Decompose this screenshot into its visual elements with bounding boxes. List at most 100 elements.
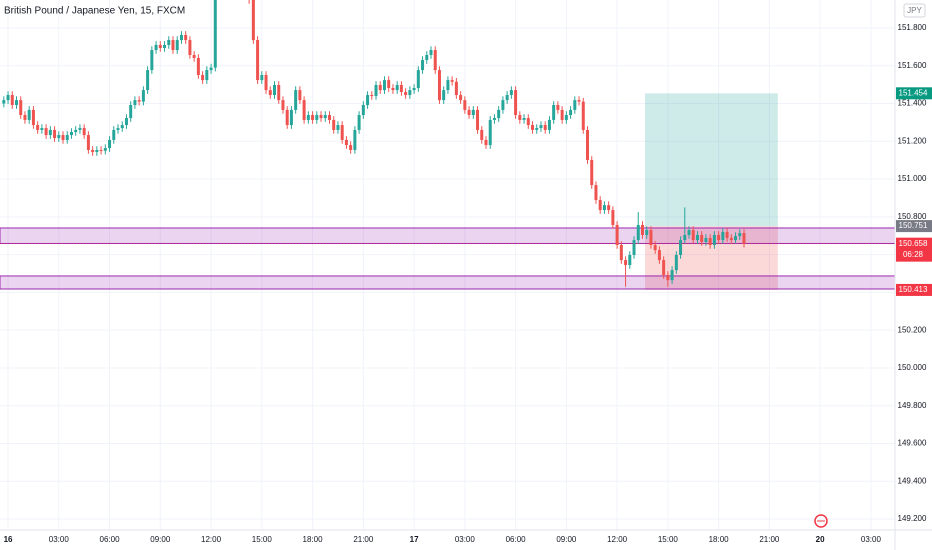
- candle-body: [459, 95, 463, 101]
- x-tick-label: 21:00: [353, 535, 374, 544]
- y-tick-label: 151.200: [898, 136, 927, 145]
- candle-body: [175, 40, 179, 51]
- candle-body: [531, 125, 535, 130]
- candle-body: [387, 80, 391, 89]
- candle-body: [573, 100, 577, 110]
- candle-body: [636, 224, 640, 241]
- candle-body: [594, 185, 598, 201]
- candle-body: [721, 231, 725, 241]
- candle-body: [674, 254, 678, 271]
- candle-body: [95, 149, 99, 153]
- x-tick-label: 15:00: [252, 535, 273, 544]
- candle-body: [395, 84, 399, 91]
- currency-box[interactable]: [903, 3, 926, 18]
- y-tick-label: 150.800: [898, 212, 927, 221]
- candle-body: [480, 129, 484, 140]
- x-tick-label: 06:00: [506, 535, 527, 544]
- x-tick-label: 03:00: [455, 535, 476, 544]
- y-tick-label: 149.200: [898, 514, 927, 523]
- y-tick-label: 151.600: [898, 61, 927, 70]
- candle-body: [463, 100, 467, 110]
- candle-body: [327, 115, 331, 120]
- candle-body: [141, 90, 145, 102]
- price-tag-label: 151.454: [899, 88, 928, 97]
- candle-body: [518, 115, 522, 120]
- candle-body: [213, 0, 217, 68]
- y-tick-label: 149.800: [898, 401, 927, 410]
- price-tag-label: 150.658: [899, 239, 928, 248]
- x-tick-label: 09:00: [556, 535, 577, 544]
- candle-body: [340, 125, 344, 140]
- candle-body: [450, 80, 454, 82]
- candle-body: [471, 109, 475, 116]
- candle-body: [408, 90, 412, 96]
- candle-body: [433, 50, 437, 71]
- candle-body: [729, 237, 733, 241]
- candle-body: [708, 237, 712, 245]
- candle-body: [82, 128, 86, 136]
- candle-body: [505, 95, 509, 101]
- candle-body: [370, 95, 374, 97]
- candle-body: [306, 115, 310, 120]
- y-tick-label: 151.400: [898, 99, 927, 108]
- candle-body: [488, 119, 492, 146]
- candle-body: [112, 129, 116, 140]
- candle-body: [201, 74, 205, 81]
- candle-body: [103, 148, 107, 151]
- candle-body: [163, 44, 167, 48]
- y-tick-label: 151.800: [898, 23, 927, 32]
- candle-body: [40, 128, 44, 130]
- candle-body: [640, 224, 644, 235]
- y-tick-label: 150.000: [898, 363, 927, 372]
- candle-body: [99, 149, 103, 151]
- candle-body: [277, 84, 281, 101]
- candle-body: [171, 40, 175, 51]
- candle-body: [14, 100, 18, 106]
- candle-body: [353, 129, 357, 150]
- candle-body: [539, 125, 543, 129]
- candle-body: [78, 128, 82, 130]
- candle-body: [315, 115, 319, 120]
- candle-body: [192, 54, 196, 58]
- candle-body: [378, 84, 382, 91]
- candle-body: [725, 231, 729, 238]
- candle-body: [19, 100, 23, 116]
- candle-body: [552, 105, 556, 120]
- candle-body: [27, 109, 31, 120]
- price-tag-label: 150.751: [899, 221, 928, 230]
- price-tag: [896, 283, 932, 296]
- candle-body: [619, 244, 623, 261]
- x-tick-label: 15:00: [658, 535, 679, 544]
- candle-body: [209, 67, 213, 71]
- x-tick-label: 18:00: [709, 535, 730, 544]
- candle-body: [514, 90, 518, 116]
- candle-body: [6, 95, 10, 101]
- candle-body: [361, 105, 365, 116]
- candle-body: [167, 40, 171, 45]
- x-tick-label: 16: [4, 535, 13, 544]
- y-tick-label: 151.000: [898, 174, 927, 183]
- currency-label[interactable]: JPY: [907, 6, 922, 15]
- x-tick-label: 12:00: [201, 535, 222, 544]
- y-tick-label: 149.400: [898, 476, 927, 485]
- x-tick-label: 03:00: [861, 535, 882, 544]
- candle-body: [146, 70, 150, 91]
- candle-body: [374, 84, 378, 96]
- candle-body: [319, 115, 323, 119]
- candle-body: [662, 260, 666, 276]
- candle-body: [547, 119, 551, 130]
- candle-body: [57, 135, 61, 139]
- price-tag: [896, 237, 932, 262]
- candle-body: [666, 275, 670, 281]
- candle-body: [691, 230, 695, 241]
- candle-body: [404, 91, 408, 96]
- candle-body: [611, 210, 615, 225]
- candle-body: [632, 240, 636, 255]
- candle-body: [695, 234, 699, 241]
- candle-body: [349, 145, 353, 150]
- x-tick-label: 03:00: [49, 535, 70, 544]
- candle-body: [264, 74, 268, 91]
- candle-body: [158, 44, 162, 48]
